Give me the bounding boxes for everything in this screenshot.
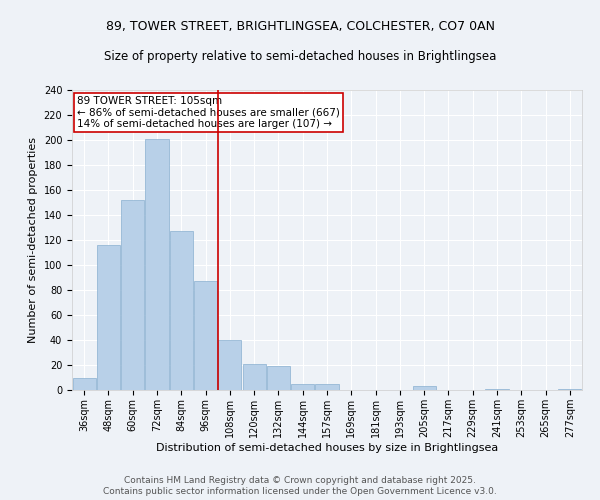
Bar — [97, 245, 120, 390]
Y-axis label: Number of semi-detached properties: Number of semi-detached properties — [28, 137, 38, 343]
Bar — [194, 281, 217, 390]
X-axis label: Distribution of semi-detached houses by size in Brightlingsea: Distribution of semi-detached houses by … — [156, 442, 498, 452]
Bar — [267, 366, 290, 390]
Bar — [485, 389, 509, 390]
Text: Contains HM Land Registry data © Crown copyright and database right 2025.: Contains HM Land Registry data © Crown c… — [124, 476, 476, 485]
Bar — [291, 384, 314, 390]
Bar — [242, 364, 266, 390]
Bar — [170, 231, 193, 390]
Text: 89 TOWER STREET: 105sqm
← 86% of semi-detached houses are smaller (667)
14% of s: 89 TOWER STREET: 105sqm ← 86% of semi-de… — [77, 96, 340, 129]
Text: Size of property relative to semi-detached houses in Brightlingsea: Size of property relative to semi-detach… — [104, 50, 496, 63]
Text: 89, TOWER STREET, BRIGHTLINGSEA, COLCHESTER, CO7 0AN: 89, TOWER STREET, BRIGHTLINGSEA, COLCHES… — [106, 20, 494, 33]
Bar — [145, 138, 169, 390]
Bar — [413, 386, 436, 390]
Bar — [73, 378, 95, 390]
Text: Contains public sector information licensed under the Open Government Licence v3: Contains public sector information licen… — [103, 487, 497, 496]
Bar — [218, 340, 241, 390]
Bar — [121, 200, 144, 390]
Bar — [316, 384, 338, 390]
Bar — [559, 389, 581, 390]
